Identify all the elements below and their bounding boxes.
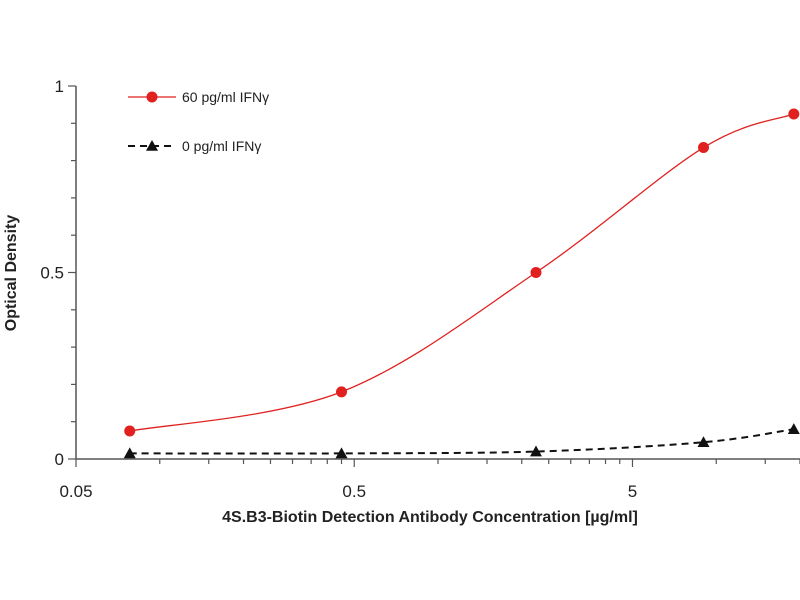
y-ticks: 00.51 — [40, 77, 76, 469]
series-line-2 — [129, 428, 794, 455]
legend: 60 pg/ml IFNγ 0 pg/ml IFNγ — [128, 89, 269, 154]
data-point — [530, 267, 542, 278]
x-ticks: 0.05 0.5 5 — [59, 459, 800, 501]
data-point — [336, 386, 348, 398]
x-tick-label: 5 — [628, 482, 637, 501]
data-point — [123, 447, 136, 459]
x-tick-label: 0.05 — [59, 482, 92, 501]
legend-item-1: 60 pg/ml IFNγ — [128, 89, 269, 105]
legend-marker — [146, 91, 158, 103]
series-layer — [123, 108, 800, 459]
y-axis-title: Optical Density — [3, 215, 20, 332]
series-1 — [124, 108, 800, 437]
data-point — [787, 423, 800, 434]
legend-item-2: 0 pg/ml IFNγ — [128, 138, 261, 154]
series-2 — [123, 423, 800, 459]
x-tick-label: 0.5 — [342, 482, 366, 501]
legend-marker — [146, 140, 158, 151]
data-point — [124, 425, 136, 437]
series-line-1 — [129, 113, 795, 432]
data-point — [335, 447, 348, 459]
y-tick-label: 0 — [55, 450, 64, 469]
legend-label: 60 pg/ml IFNγ — [182, 89, 269, 105]
y-tick-label: 1 — [55, 77, 64, 96]
x-axis-title: 4S.B3-Biotin Detection Antibody Concentr… — [222, 509, 638, 526]
data-point — [788, 108, 800, 120]
y-tick-label: 0.5 — [40, 264, 64, 283]
data-point — [529, 445, 542, 457]
legend-label: 0 pg/ml IFNγ — [182, 138, 261, 154]
data-point — [697, 436, 710, 448]
data-point — [698, 142, 710, 154]
